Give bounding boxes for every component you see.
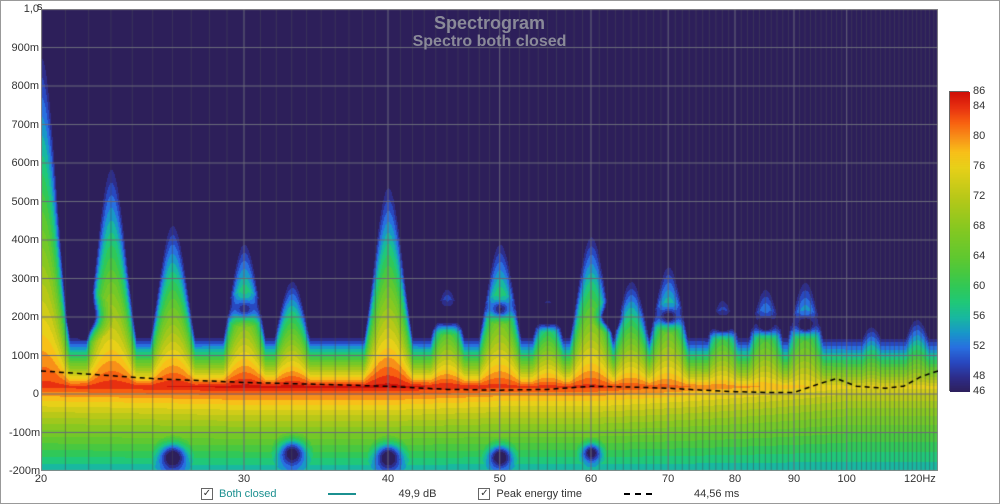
x-tick-label: 80 xyxy=(729,473,741,485)
plot-area: Spectrogram Spectro both closed xyxy=(41,9,938,471)
ms-readout: 44,56 ms xyxy=(694,488,739,500)
color-scale-canvas xyxy=(950,92,970,392)
legend: ✓ Both closed 49,9 dB ✓ Peak energy time… xyxy=(201,485,739,503)
peak-series-name: Peak energy time xyxy=(496,488,582,500)
series-name: Both closed xyxy=(219,488,276,500)
y-tick-label: -100m xyxy=(9,427,39,439)
colorbar-tick-label: 86 xyxy=(973,85,985,97)
colorbar-tick-label: 84 xyxy=(973,100,985,112)
y-tick-label: 1,0 xyxy=(9,3,39,15)
y-tick-label: 200m xyxy=(9,311,39,323)
series-checkbox[interactable]: ✓ xyxy=(201,488,213,500)
colorbar-tick-label: 52 xyxy=(973,340,985,352)
colorbar-tick-label: 60 xyxy=(973,280,985,292)
y-tick-label: 300m xyxy=(9,273,39,285)
db-readout: 49,9 dB xyxy=(398,488,436,500)
x-tick-label: 20 xyxy=(35,473,47,485)
x-tick-label: 100 xyxy=(838,473,856,485)
colorbar-tick-label: 48 xyxy=(973,370,985,382)
y-tick-label: 800m xyxy=(9,80,39,92)
colorbar-tick-label: 72 xyxy=(973,190,985,202)
x-tick-label: 50 xyxy=(494,473,506,485)
x-tick-label: 40 xyxy=(382,473,394,485)
colorbar-tick-label: 68 xyxy=(973,220,985,232)
x-tick-label: 60 xyxy=(585,473,597,485)
y-tick-label: 600m xyxy=(9,157,39,169)
peak-checkbox[interactable]: ✓ xyxy=(478,488,490,500)
y-tick-label: 700m xyxy=(9,119,39,131)
chart-title: Spectrogram xyxy=(41,13,938,34)
y-tick-label: 100m xyxy=(9,350,39,362)
series-line-swatch xyxy=(328,493,356,495)
colorbar-tick-label: 76 xyxy=(973,160,985,172)
color-scale-bar xyxy=(949,91,969,391)
x-tick-label: 90 xyxy=(788,473,800,485)
spectrogram-canvas xyxy=(41,9,938,471)
colorbar-tick-label: 64 xyxy=(973,250,985,262)
y-tick-label: 900m xyxy=(9,42,39,54)
chart-subtitle: Spectro both closed xyxy=(41,33,938,51)
y-tick-label: 400m xyxy=(9,234,39,246)
x-tick-label: 70 xyxy=(662,473,674,485)
x-tick-label-end: 120Hz xyxy=(904,473,936,485)
x-tick-label: 30 xyxy=(238,473,250,485)
y-tick-label: 500m xyxy=(9,196,39,208)
colorbar-tick-label: 56 xyxy=(973,310,985,322)
peak-line-swatch xyxy=(624,493,652,495)
spectrogram-chart: s Spectrogram Spectro both closed ✓ Both… xyxy=(0,0,1000,504)
y-tick-label: 0 xyxy=(9,388,39,400)
colorbar-tick-label: 46 xyxy=(973,385,985,397)
colorbar-tick-label: 80 xyxy=(973,130,985,142)
